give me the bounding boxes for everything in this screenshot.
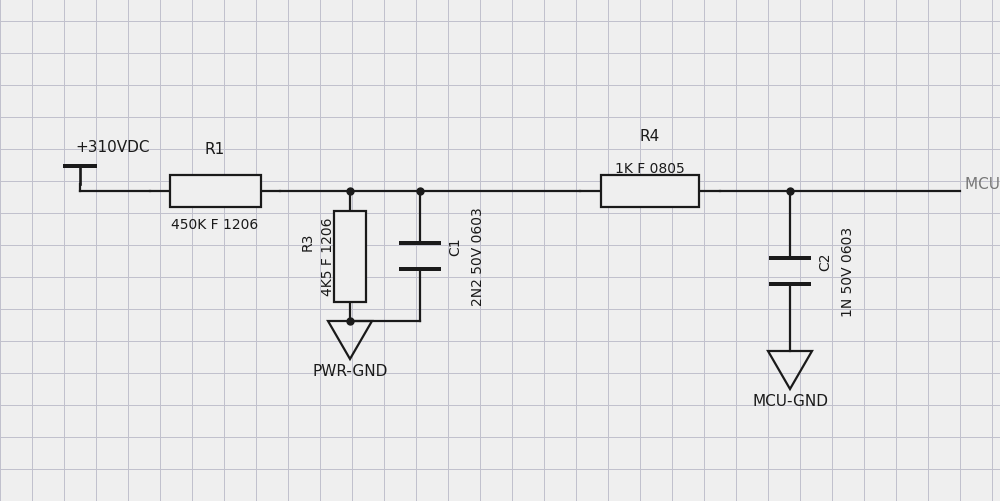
Text: MCU-GND: MCU-GND: [752, 393, 828, 408]
Text: C1: C1: [448, 237, 462, 256]
Text: PWR-GND: PWR-GND: [312, 363, 388, 378]
Text: C2: C2: [818, 252, 832, 271]
Bar: [170, 176, 260, 207]
Text: 4K5 F 1206: 4K5 F 1206: [321, 217, 335, 296]
Bar: [334, 211, 366, 302]
Text: +310VDC: +310VDC: [75, 140, 150, 155]
Bar: [601, 176, 699, 207]
Text: 1K F 0805: 1K F 0805: [615, 162, 685, 176]
Text: R1: R1: [205, 142, 225, 157]
Text: 450K F 1206: 450K F 1206: [171, 217, 259, 231]
Text: R4: R4: [640, 129, 660, 144]
Text: R3: R3: [301, 232, 315, 250]
Text: 1N 50V 0603: 1N 50V 0603: [841, 226, 855, 317]
Text: MCU  VDC: MCU VDC: [965, 177, 1000, 192]
Text: 2N2 50V 0603: 2N2 50V 0603: [471, 207, 485, 306]
